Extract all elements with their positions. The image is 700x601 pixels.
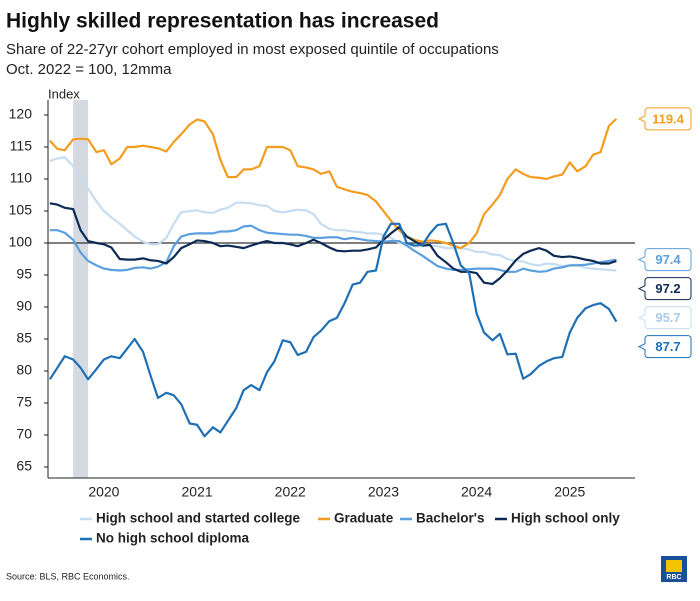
callout-value: 95.7 — [655, 310, 680, 325]
x-tick-label: 2022 — [275, 484, 306, 500]
y-tick-label: 100 — [9, 234, 33, 250]
legend-label: High school and started college — [96, 511, 301, 526]
legend-label: Graduate — [334, 511, 394, 526]
y-tick-label: 65 — [16, 458, 32, 474]
callout-box — [637, 277, 692, 301]
callout-box — [637, 306, 692, 330]
series-line — [49, 156, 617, 272]
x-tick-label: 2025 — [554, 484, 585, 500]
y-tick-label: 120 — [9, 106, 33, 122]
series-line — [49, 224, 617, 273]
end-callout: 97.2 — [637, 277, 692, 301]
series-line — [49, 118, 618, 250]
recession-band — [73, 100, 89, 478]
y-tick-label: 115 — [10, 138, 33, 154]
y-tick-label: 80 — [16, 362, 32, 378]
legend-label: Bachelor's — [416, 511, 485, 526]
legend-label: High school only — [511, 511, 620, 526]
logo-text: RBC — [666, 574, 681, 581]
y-axis-label: Index — [48, 86, 80, 101]
x-tick-label: 2023 — [368, 484, 399, 500]
y-tick-label: 70 — [16, 426, 32, 442]
y-tick-label: 105 — [9, 202, 33, 218]
callout-value: 97.4 — [655, 252, 681, 267]
end-callout: 95.7 — [637, 306, 692, 330]
legend-label: No high school diploma — [96, 531, 249, 546]
y-tick-label: 75 — [16, 394, 32, 410]
series-line — [49, 202, 617, 286]
callout-box — [637, 248, 692, 272]
x-tick-label: 2024 — [461, 484, 492, 500]
callout-box — [637, 107, 692, 131]
source: Source: BLS, RBC Economics. — [6, 571, 130, 581]
callout-box — [637, 335, 692, 359]
x-tick-label: 2020 — [88, 484, 119, 500]
end-callout: 119.4 — [637, 107, 692, 131]
logo-mark — [666, 560, 682, 572]
chart-title: Highly skilled representation has increa… — [6, 10, 439, 33]
callout-value: 87.7 — [655, 339, 680, 354]
logo: RBC — [661, 556, 687, 582]
end-callout: 97.4 — [637, 248, 692, 272]
y-tick-label: 110 — [10, 170, 33, 186]
y-tick-label: 90 — [16, 298, 32, 314]
callout-value: 97.2 — [655, 281, 680, 296]
x-tick-label: 2021 — [182, 484, 213, 500]
chart-subtitle: Share of 22-27yr cohort employed in most… — [6, 41, 499, 58]
y-tick-label: 95 — [16, 266, 32, 282]
end-callout: 87.7 — [637, 335, 692, 359]
chart-subtitle: Oct. 2022 = 100, 12mma — [6, 61, 172, 78]
y-tick-label: 85 — [16, 330, 32, 346]
series-line — [48, 222, 618, 438]
callout-value: 119.4 — [652, 111, 685, 126]
